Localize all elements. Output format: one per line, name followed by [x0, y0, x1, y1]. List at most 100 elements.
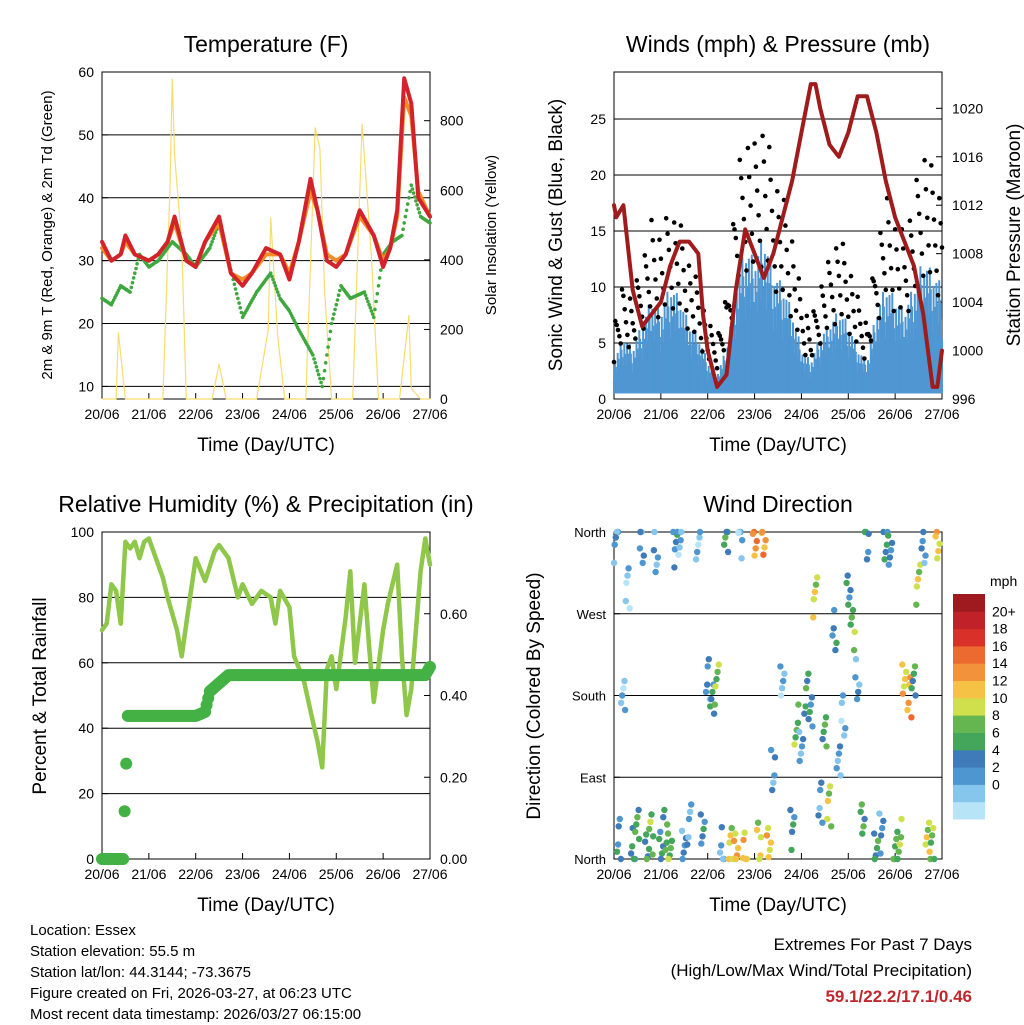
direction-point — [700, 825, 707, 833]
gust-point — [761, 159, 767, 164]
y-tick-label: 40 — [78, 720, 94, 736]
direction-point — [898, 815, 905, 823]
gust-point — [753, 164, 759, 169]
direction-point — [858, 801, 865, 808]
direction-point — [926, 848, 933, 855]
gust-point — [780, 287, 785, 293]
gust-point — [637, 294, 642, 299]
extremes-box: Extremes For Past 7 Days (High/Low/Max W… — [671, 932, 972, 1010]
gust-point — [718, 337, 724, 342]
gust-point — [852, 324, 858, 330]
direction-point — [814, 574, 821, 581]
direction-point — [704, 663, 711, 670]
gust-point — [804, 313, 810, 319]
gust-point — [621, 293, 626, 299]
dewpoint-point — [323, 361, 328, 365]
dewpoint-point — [239, 310, 244, 315]
gust-point — [803, 352, 808, 358]
direction-point — [711, 701, 718, 708]
x-tick-label: 23/06 — [225, 866, 260, 882]
gust-point — [817, 341, 823, 346]
gust-point — [611, 359, 617, 365]
direction-point — [905, 699, 912, 706]
y-axis-label: Direction (Colored By Speed) — [524, 572, 545, 819]
direction-point — [698, 840, 705, 847]
gust-point — [696, 305, 701, 311]
direction-point — [886, 554, 894, 561]
direction-point — [662, 846, 669, 854]
gust-point — [828, 282, 834, 288]
x-tick-label: 24/06 — [784, 406, 819, 422]
gust-point — [847, 331, 852, 337]
direction-point — [730, 837, 738, 844]
gust-point — [796, 276, 802, 281]
gust-point — [700, 349, 705, 354]
gust-point — [720, 342, 725, 347]
gust-point — [756, 213, 761, 218]
direction-point — [696, 528, 704, 536]
direction-point — [696, 534, 703, 541]
direction-point — [925, 819, 933, 826]
gust-point — [681, 267, 686, 273]
direction-point — [838, 699, 846, 706]
y-tick-label: 50 — [78, 127, 94, 143]
colorbar-cell — [953, 732, 985, 751]
dewpoint-point — [377, 276, 382, 280]
gust-point — [839, 311, 844, 317]
direction-point — [817, 786, 824, 794]
direction-point — [701, 818, 708, 825]
dewpoint-point — [236, 296, 240, 301]
y2-tick-label: 1000 — [952, 343, 983, 359]
direction-point — [705, 656, 712, 663]
direction-point — [688, 801, 695, 808]
direction-point — [824, 797, 832, 805]
direction-point — [622, 597, 629, 605]
y2-tick-label: 200 — [440, 321, 464, 337]
gust-point — [815, 325, 820, 330]
x-tick-label: 22/06 — [690, 866, 725, 882]
direction-point — [790, 821, 797, 828]
colorbar-cell — [953, 663, 985, 681]
direction-point — [619, 692, 626, 699]
direction-point — [617, 699, 625, 706]
y2-tick-label: 800 — [440, 113, 464, 129]
chart-title: Winds (mph) & Pressure (mb) — [626, 31, 930, 57]
direction-point — [751, 552, 758, 559]
gust-point — [654, 296, 660, 301]
dewpoint-point — [331, 317, 335, 321]
direction-point — [810, 614, 817, 621]
y2-tick-label: 0.20 — [440, 769, 467, 785]
direction-point — [910, 670, 918, 677]
dewpoint-point — [328, 329, 333, 334]
y-tick-label: 20 — [590, 167, 606, 183]
direction-point — [871, 855, 878, 863]
gust-point — [669, 285, 674, 291]
gust-point — [783, 223, 788, 228]
direction-point — [908, 685, 915, 692]
dewpoint-point — [334, 302, 339, 307]
gust-point — [737, 157, 743, 163]
x-tick-label: 21/06 — [131, 406, 166, 422]
gust-point — [930, 190, 935, 196]
direction-point — [749, 530, 757, 537]
direction-point — [843, 579, 850, 587]
y-tick-label: 0 — [598, 391, 606, 407]
gust-point — [784, 247, 789, 253]
direction-point — [806, 708, 813, 716]
gust-point — [650, 238, 656, 243]
dewpoint-point — [332, 312, 336, 316]
direction-point — [811, 588, 819, 596]
direction-point — [685, 815, 693, 823]
direction-point — [676, 544, 683, 551]
gust-point — [882, 271, 887, 276]
y2-tick-label: 0.40 — [440, 688, 467, 704]
x-tick-label: 24/06 — [272, 406, 307, 422]
y2-tick-label: 0 — [440, 391, 448, 407]
direction-point — [883, 541, 891, 548]
dewpoint-point — [369, 309, 374, 313]
gust-point — [844, 297, 850, 302]
gust-point — [752, 141, 757, 146]
gust-point — [777, 239, 783, 245]
direction-point — [805, 715, 812, 723]
direction-point — [865, 530, 872, 537]
